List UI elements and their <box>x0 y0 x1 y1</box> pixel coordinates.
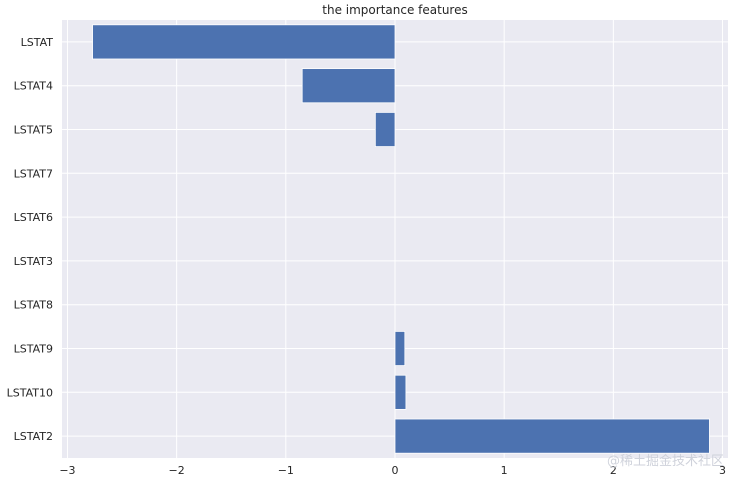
y-tick-label: LSTAT4 <box>14 80 53 93</box>
y-tick-label: LSTAT <box>21 36 54 49</box>
x-tick-label: −2 <box>169 464 185 477</box>
y-tick-label: LSTAT10 <box>7 386 53 399</box>
y-tick-label: LSTAT9 <box>14 343 53 356</box>
y-tick-label: LSTAT8 <box>14 299 53 312</box>
chart-title: the importance features <box>322 3 467 17</box>
x-tick-label: −3 <box>59 464 75 477</box>
bars <box>92 24 710 454</box>
y-tick-label: LSTAT7 <box>14 167 53 180</box>
bar-lstat4 <box>301 68 396 104</box>
watermark-text: @稀土掘金技术社区 <box>607 453 724 469</box>
y-tick-label: LSTAT6 <box>14 211 53 224</box>
x-tick-label: 1 <box>501 464 508 477</box>
bar-lstat2 <box>394 418 710 454</box>
x-tick-labels: −3 −2 −1 0 1 2 3 <box>59 464 726 477</box>
x-tick-label: 2 <box>610 464 617 477</box>
y-tick-label: LSTAT5 <box>14 124 53 137</box>
bar-lstat10 <box>394 374 407 410</box>
bar-lstat <box>92 24 396 60</box>
y-tick-label: LSTAT2 <box>14 430 53 443</box>
bar-lstat5 <box>374 112 396 147</box>
x-tick-label: 0 <box>392 464 399 477</box>
y-tick-labels: LSTAT LSTAT4 LSTAT5 LSTAT7 LSTAT6 LSTAT3 LSTAT… <box>7 36 54 443</box>
bar-lstat9 <box>394 331 406 366</box>
x-tick-label: 3 <box>719 464 726 477</box>
y-tick-label: LSTAT3 <box>14 255 53 268</box>
x-tick-label: −1 <box>278 464 294 477</box>
